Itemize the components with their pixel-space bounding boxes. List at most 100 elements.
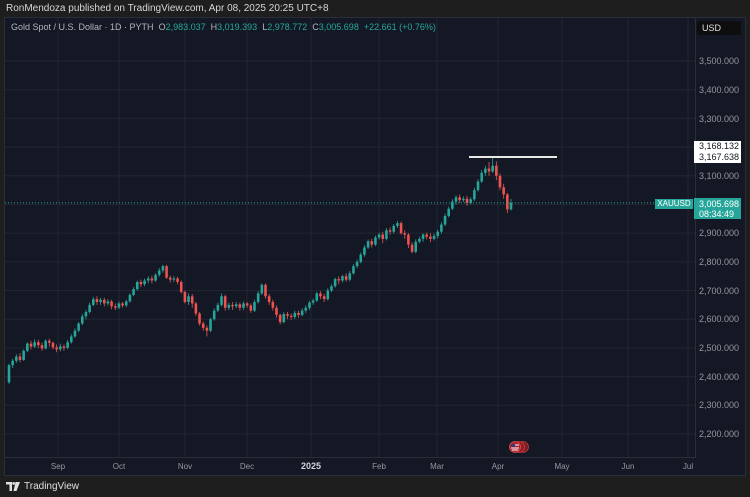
- candle-body: [355, 261, 359, 267]
- currency-button[interactable]: USD: [697, 21, 741, 35]
- candle-body: [396, 223, 399, 226]
- time-label: Feb: [372, 462, 386, 471]
- candle-body: [293, 312, 297, 317]
- candle-body: [267, 296, 271, 303]
- high-label: H: [210, 22, 218, 32]
- candle-body: [476, 181, 480, 191]
- candle-body: [370, 241, 374, 245]
- symbol-legend: Gold Spot / U.S. Dollar · 1D · PYTH O2,9…: [11, 22, 436, 32]
- candle-body: [81, 316, 84, 324]
- candle-body: [22, 350, 25, 360]
- candle-body: [506, 194, 509, 210]
- candle-body: [253, 302, 256, 311]
- candle-body: [121, 303, 124, 306]
- candle-body: [381, 234, 385, 239]
- price-axis[interactable]: [695, 17, 746, 458]
- time-label: Dec: [239, 462, 255, 471]
- candle-body: [509, 202, 513, 210]
- candle-body: [62, 346, 66, 348]
- candle-body: [55, 347, 58, 350]
- candle-body: [172, 278, 176, 280]
- candle-body: [414, 241, 418, 252]
- time-label: Nov: [177, 462, 193, 471]
- low-value: 2,978.772: [267, 22, 308, 32]
- candle-body: [330, 286, 333, 291]
- candle-body: [374, 237, 377, 245]
- candle-body: [440, 224, 443, 232]
- candle-body: [245, 303, 249, 306]
- candle-body: [51, 342, 55, 348]
- candle-body: [88, 304, 91, 313]
- candle-body: [429, 236, 432, 239]
- candle-body: [77, 323, 80, 331]
- candle-body: [300, 310, 304, 315]
- candle-body: [179, 281, 183, 292]
- symbol-description[interactable]: Gold Spot / U.S. Dollar · 1D · PYTH: [11, 22, 154, 32]
- price-tick: 3,100.000: [699, 171, 740, 181]
- time-label: Mar: [430, 462, 444, 471]
- horizontal-line-price-label[interactable]: 3,168.132 3,167.638: [694, 141, 741, 163]
- candle-body: [26, 343, 29, 351]
- publisher-caption: RonMendoza published on TradingView.com,…: [6, 3, 329, 14]
- candle-body: [484, 168, 487, 173]
- candle-body: [117, 303, 121, 308]
- candle-body: [73, 330, 77, 337]
- candle-body: [297, 312, 300, 315]
- low-label: L: [262, 22, 268, 32]
- candle-body: [190, 296, 194, 304]
- candle-body: [59, 346, 62, 350]
- footer-brand: TradingView: [6, 481, 79, 492]
- candle-body: [282, 314, 286, 323]
- candle-body: [498, 175, 502, 188]
- candle-body: [344, 276, 348, 280]
- price-tick: 3,400.000: [699, 85, 740, 95]
- time-label: Jul: [682, 462, 694, 471]
- candle-body: [275, 307, 278, 315]
- candle-body: [194, 303, 198, 314]
- candle-body: [18, 356, 22, 360]
- candle-body: [337, 279, 341, 281]
- candle-body: [209, 319, 212, 331]
- candle-body: [220, 296, 223, 305]
- high-value: 3,019.393: [217, 22, 258, 32]
- candle-body: [264, 284, 267, 297]
- candle-body: [40, 345, 44, 349]
- price-tick: 3,500.000: [699, 56, 740, 66]
- candle-body: [231, 304, 234, 307]
- us-flag-event-icon[interactable]: [508, 441, 530, 453]
- candle-body: [33, 342, 36, 347]
- chart-pane[interactable]: [4, 17, 746, 476]
- candle-body: [458, 197, 461, 201]
- candle-body: [128, 294, 132, 302]
- candle-body: [234, 304, 238, 307]
- candle-body: [322, 296, 326, 300]
- candle-body: [187, 296, 190, 303]
- current-price-value: 3,005.698: [699, 199, 740, 209]
- candle-body: [161, 266, 165, 271]
- candle-body: [91, 299, 95, 305]
- candle-body: [95, 299, 99, 303]
- candle-body: [205, 327, 209, 331]
- candle-body: [480, 172, 483, 182]
- candle-body: [403, 233, 407, 235]
- candle-body: [418, 238, 421, 242]
- candle-body: [388, 230, 392, 232]
- time-label: Apr: [491, 462, 505, 471]
- price-tick: 2,400.000: [699, 372, 740, 382]
- candle-body: [443, 215, 447, 225]
- candle-body: [102, 299, 106, 304]
- price-tick: 2,800.000: [699, 257, 740, 267]
- candle-body: [44, 340, 47, 349]
- price-tick: 3,300.000: [699, 114, 740, 124]
- candle-body: [227, 304, 231, 308]
- candle-body: [407, 234, 410, 245]
- bar-countdown: 08:34:49: [699, 209, 735, 219]
- candle-body: [315, 293, 319, 301]
- candle-body: [359, 254, 363, 262]
- candle-body: [447, 208, 450, 216]
- time-label: Oct: [112, 462, 126, 471]
- price-tick: 2,500.000: [699, 343, 740, 353]
- time-axis[interactable]: [4, 457, 695, 475]
- close-value: 3,005.698: [318, 22, 359, 32]
